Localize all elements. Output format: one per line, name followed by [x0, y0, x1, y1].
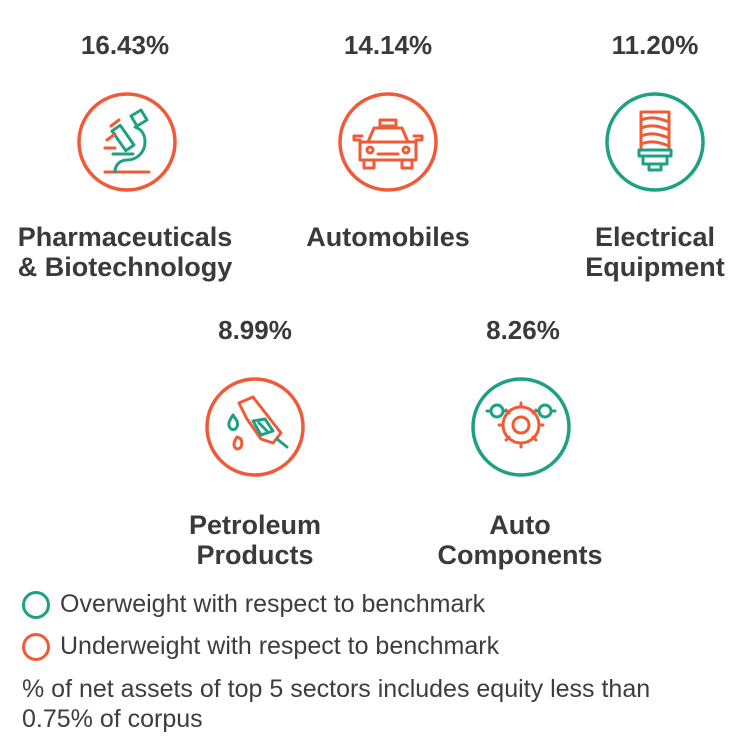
- overweight-ring-icon: [22, 590, 50, 619]
- sector-label: Pharmaceuticals & Biotechnology: [0, 222, 250, 282]
- sector-percent: 14.14%: [343, 30, 433, 60]
- sector-label-line: Equipment: [585, 252, 725, 282]
- sector-label-line: Products: [196, 540, 314, 570]
- sector-label-line: Automobiles: [306, 222, 470, 252]
- sector-label-line: Petroleum: [188, 510, 322, 540]
- sector-label: Automobiles: [288, 222, 488, 252]
- sector-label-line: Auto: [489, 510, 551, 540]
- sector-label: Auto Components: [420, 510, 620, 570]
- sector-percent: 8.99%: [218, 315, 292, 345]
- sector-label-line: Components: [437, 540, 603, 570]
- sector-percent: 16.43%: [80, 30, 170, 60]
- gears-icon: [471, 377, 571, 477]
- sector-badge: [469, 375, 573, 479]
- car-icon: [338, 92, 438, 192]
- legend-overweight: Overweight with respect to benchmark: [22, 590, 485, 619]
- underweight-ring-icon: [22, 632, 50, 661]
- sector-badge: [336, 90, 440, 194]
- sector-label: Petroleum Products: [155, 510, 355, 570]
- legend-underweight-text: Underweight with respect to benchmark: [60, 632, 500, 660]
- sector-percent: 11.20%: [611, 30, 699, 60]
- legend-overweight-text: Overweight with respect to benchmark: [60, 590, 486, 618]
- sector-label-line: & Biotechnology: [17, 252, 233, 282]
- sector-badge: [603, 90, 707, 194]
- footnote: % of net assets of top 5 sectors include…: [22, 675, 651, 733]
- sector-label-line: Electrical: [594, 222, 716, 252]
- fuel-nozzle-icon: [205, 377, 305, 477]
- sector-label-line: Pharmaceuticals: [17, 222, 233, 252]
- sector-badge: [75, 90, 179, 194]
- light-bulb-icon: [605, 92, 705, 192]
- sector-label: Electrical Equipment: [560, 222, 750, 282]
- sector-badge: [203, 375, 307, 479]
- microscope-icon: [77, 92, 177, 192]
- sector-percent: 8.26%: [486, 315, 560, 345]
- legend-underweight: Underweight with respect to benchmark: [22, 632, 499, 661]
